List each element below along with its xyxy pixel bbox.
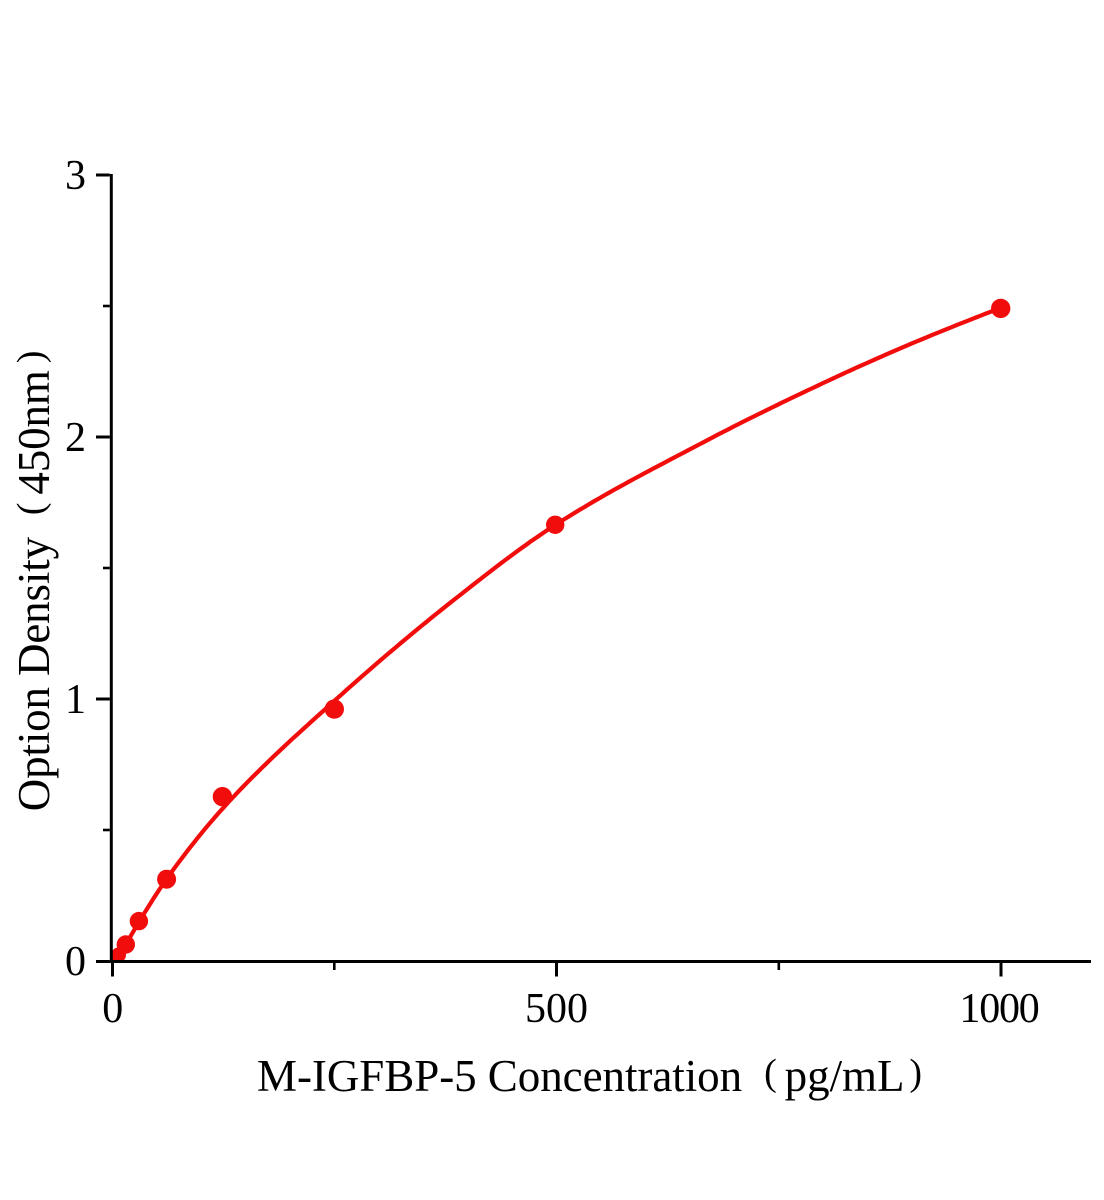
svg-text:Option Density(450nm): Option Density(450nm) (9, 351, 59, 811)
svg-text:2: 2 (65, 415, 86, 461)
svg-text:3: 3 (65, 153, 86, 199)
svg-text:1: 1 (65, 677, 86, 723)
svg-text:0: 0 (102, 986, 123, 1032)
svg-text:M-IGFBP-5 Concentration(pg/mL): M-IGFBP-5 Concentration(pg/mL) (257, 1051, 922, 1101)
svg-text:0: 0 (65, 939, 86, 985)
svg-text:500: 500 (525, 986, 588, 1032)
svg-text:1000: 1000 (959, 986, 1038, 1032)
